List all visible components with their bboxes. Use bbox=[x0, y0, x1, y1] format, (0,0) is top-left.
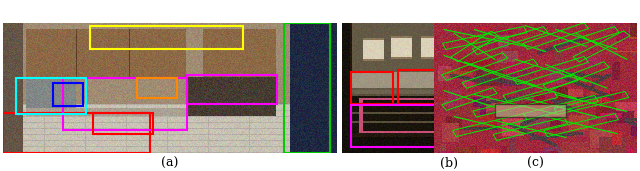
Bar bbox=[496, 49, 539, 70]
Bar bbox=[136, 78, 177, 98]
Bar bbox=[523, 23, 589, 49]
Text: (c): (c) bbox=[527, 156, 544, 169]
Bar bbox=[449, 70, 492, 101]
Text: (a): (a) bbox=[161, 156, 179, 169]
Bar bbox=[543, 62, 609, 91]
Bar bbox=[63, 78, 187, 130]
Bar bbox=[3, 113, 150, 153]
Bar bbox=[17, 78, 86, 114]
Bar bbox=[442, 53, 508, 80]
Bar bbox=[503, 75, 578, 101]
Bar bbox=[544, 114, 618, 137]
Bar bbox=[573, 31, 630, 62]
Bar bbox=[90, 26, 243, 49]
Bar bbox=[495, 104, 566, 117]
Bar bbox=[452, 114, 527, 137]
Bar bbox=[284, 23, 330, 153]
Bar bbox=[513, 56, 588, 84]
Bar bbox=[472, 27, 548, 55]
Bar bbox=[496, 62, 539, 88]
Bar bbox=[554, 27, 619, 52]
Bar bbox=[93, 113, 154, 134]
Bar bbox=[351, 72, 394, 104]
Bar bbox=[451, 31, 499, 62]
Bar bbox=[53, 83, 83, 106]
Bar bbox=[462, 59, 538, 88]
Bar bbox=[397, 70, 440, 104]
Bar bbox=[351, 105, 541, 147]
Bar bbox=[443, 26, 527, 49]
Bar bbox=[554, 91, 628, 114]
Bar bbox=[442, 88, 497, 110]
Text: (b): (b) bbox=[440, 156, 458, 169]
Bar bbox=[473, 91, 557, 117]
Bar bbox=[187, 75, 277, 104]
Bar bbox=[524, 95, 598, 120]
Bar bbox=[493, 117, 568, 140]
